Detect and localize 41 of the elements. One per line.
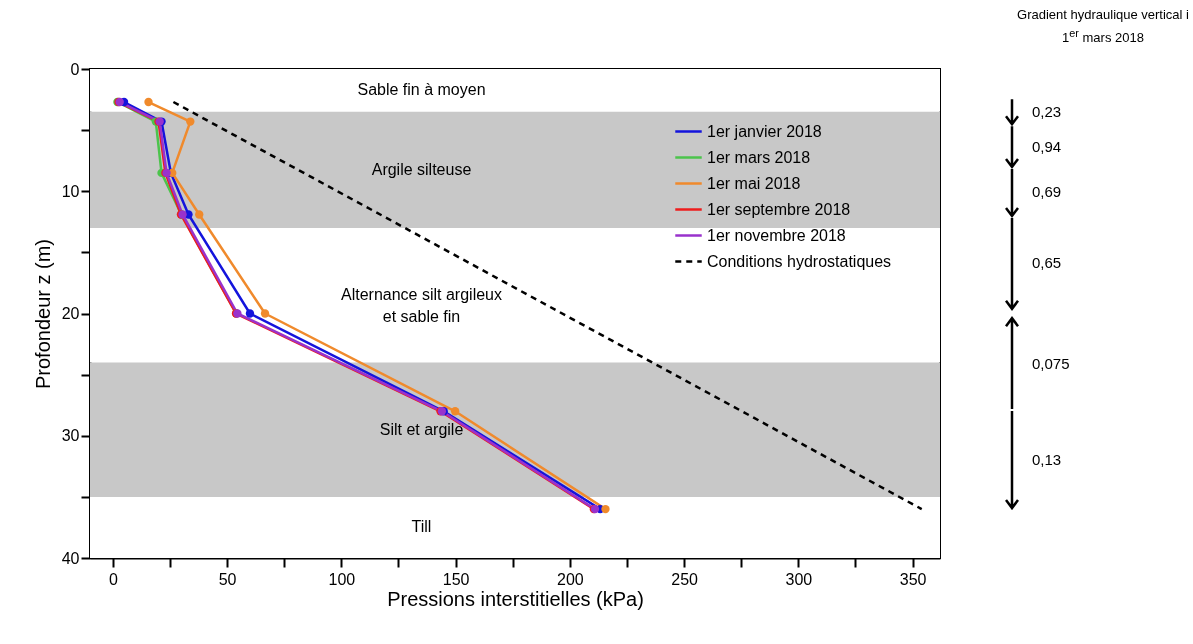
text: 1$^{er}$ mars 2018 — [1061, 26, 1145, 48]
x-tick-label: 350 — [899, 570, 927, 588]
y-axis-title: Profondeur z (m) — [31, 238, 54, 390]
point — [260, 309, 270, 318]
legend-label: 1er janvier 2018 — [707, 122, 822, 140]
text: 0,075 — [1032, 354, 1070, 372]
legend-label: 1er mars 2018 — [707, 148, 811, 166]
x-tick-label: 250 — [671, 570, 699, 588]
legend-label: 1er novembre 2018 — [707, 226, 846, 244]
x-tick-label: 50 — [218, 570, 237, 588]
text: 0,94 — [1032, 137, 1062, 155]
x-axis-title: Pressions interstitielles (kPa) — [387, 587, 644, 610]
band-label: Sable fin à moyen — [357, 81, 486, 99]
band-label: Silt et argile — [379, 420, 464, 438]
y-tick-label: 20 — [61, 305, 80, 322]
y-tick-label: 40 — [61, 549, 80, 567]
point — [450, 407, 460, 416]
y-tick-label: 30 — [61, 427, 80, 445]
text: 0,69 — [1032, 183, 1062, 201]
point — [144, 97, 153, 107]
x-tick-label: 100 — [328, 570, 356, 588]
band-label: Alternance silt argileux et sable fin — [341, 286, 502, 326]
y-tick-label: 10 — [61, 182, 80, 200]
point — [601, 504, 610, 514]
text: 0,13 — [1032, 450, 1062, 468]
text: 0,23 — [1032, 102, 1062, 120]
legend-label: Conditions hydrostatiques — [707, 252, 892, 270]
legend-label: 1er mai 2018 — [707, 174, 801, 192]
x-tick-label: 300 — [785, 570, 813, 588]
y-tick-label: 0 — [70, 60, 80, 78]
legend-label: 1er septembre 2018 — [707, 200, 851, 218]
point — [186, 117, 195, 126]
x-tick-label: 0 — [108, 570, 118, 588]
text: Gradient hydraulique vertical i — [1017, 6, 1189, 24]
point — [245, 309, 255, 318]
text: 0,65 — [1032, 254, 1062, 272]
band-label: Till — [411, 518, 432, 536]
x-tick-label: 150 — [442, 570, 470, 588]
x-tick-label: 200 — [556, 570, 584, 588]
point — [195, 210, 204, 219]
band-label: Argile silteuse — [371, 160, 472, 178]
